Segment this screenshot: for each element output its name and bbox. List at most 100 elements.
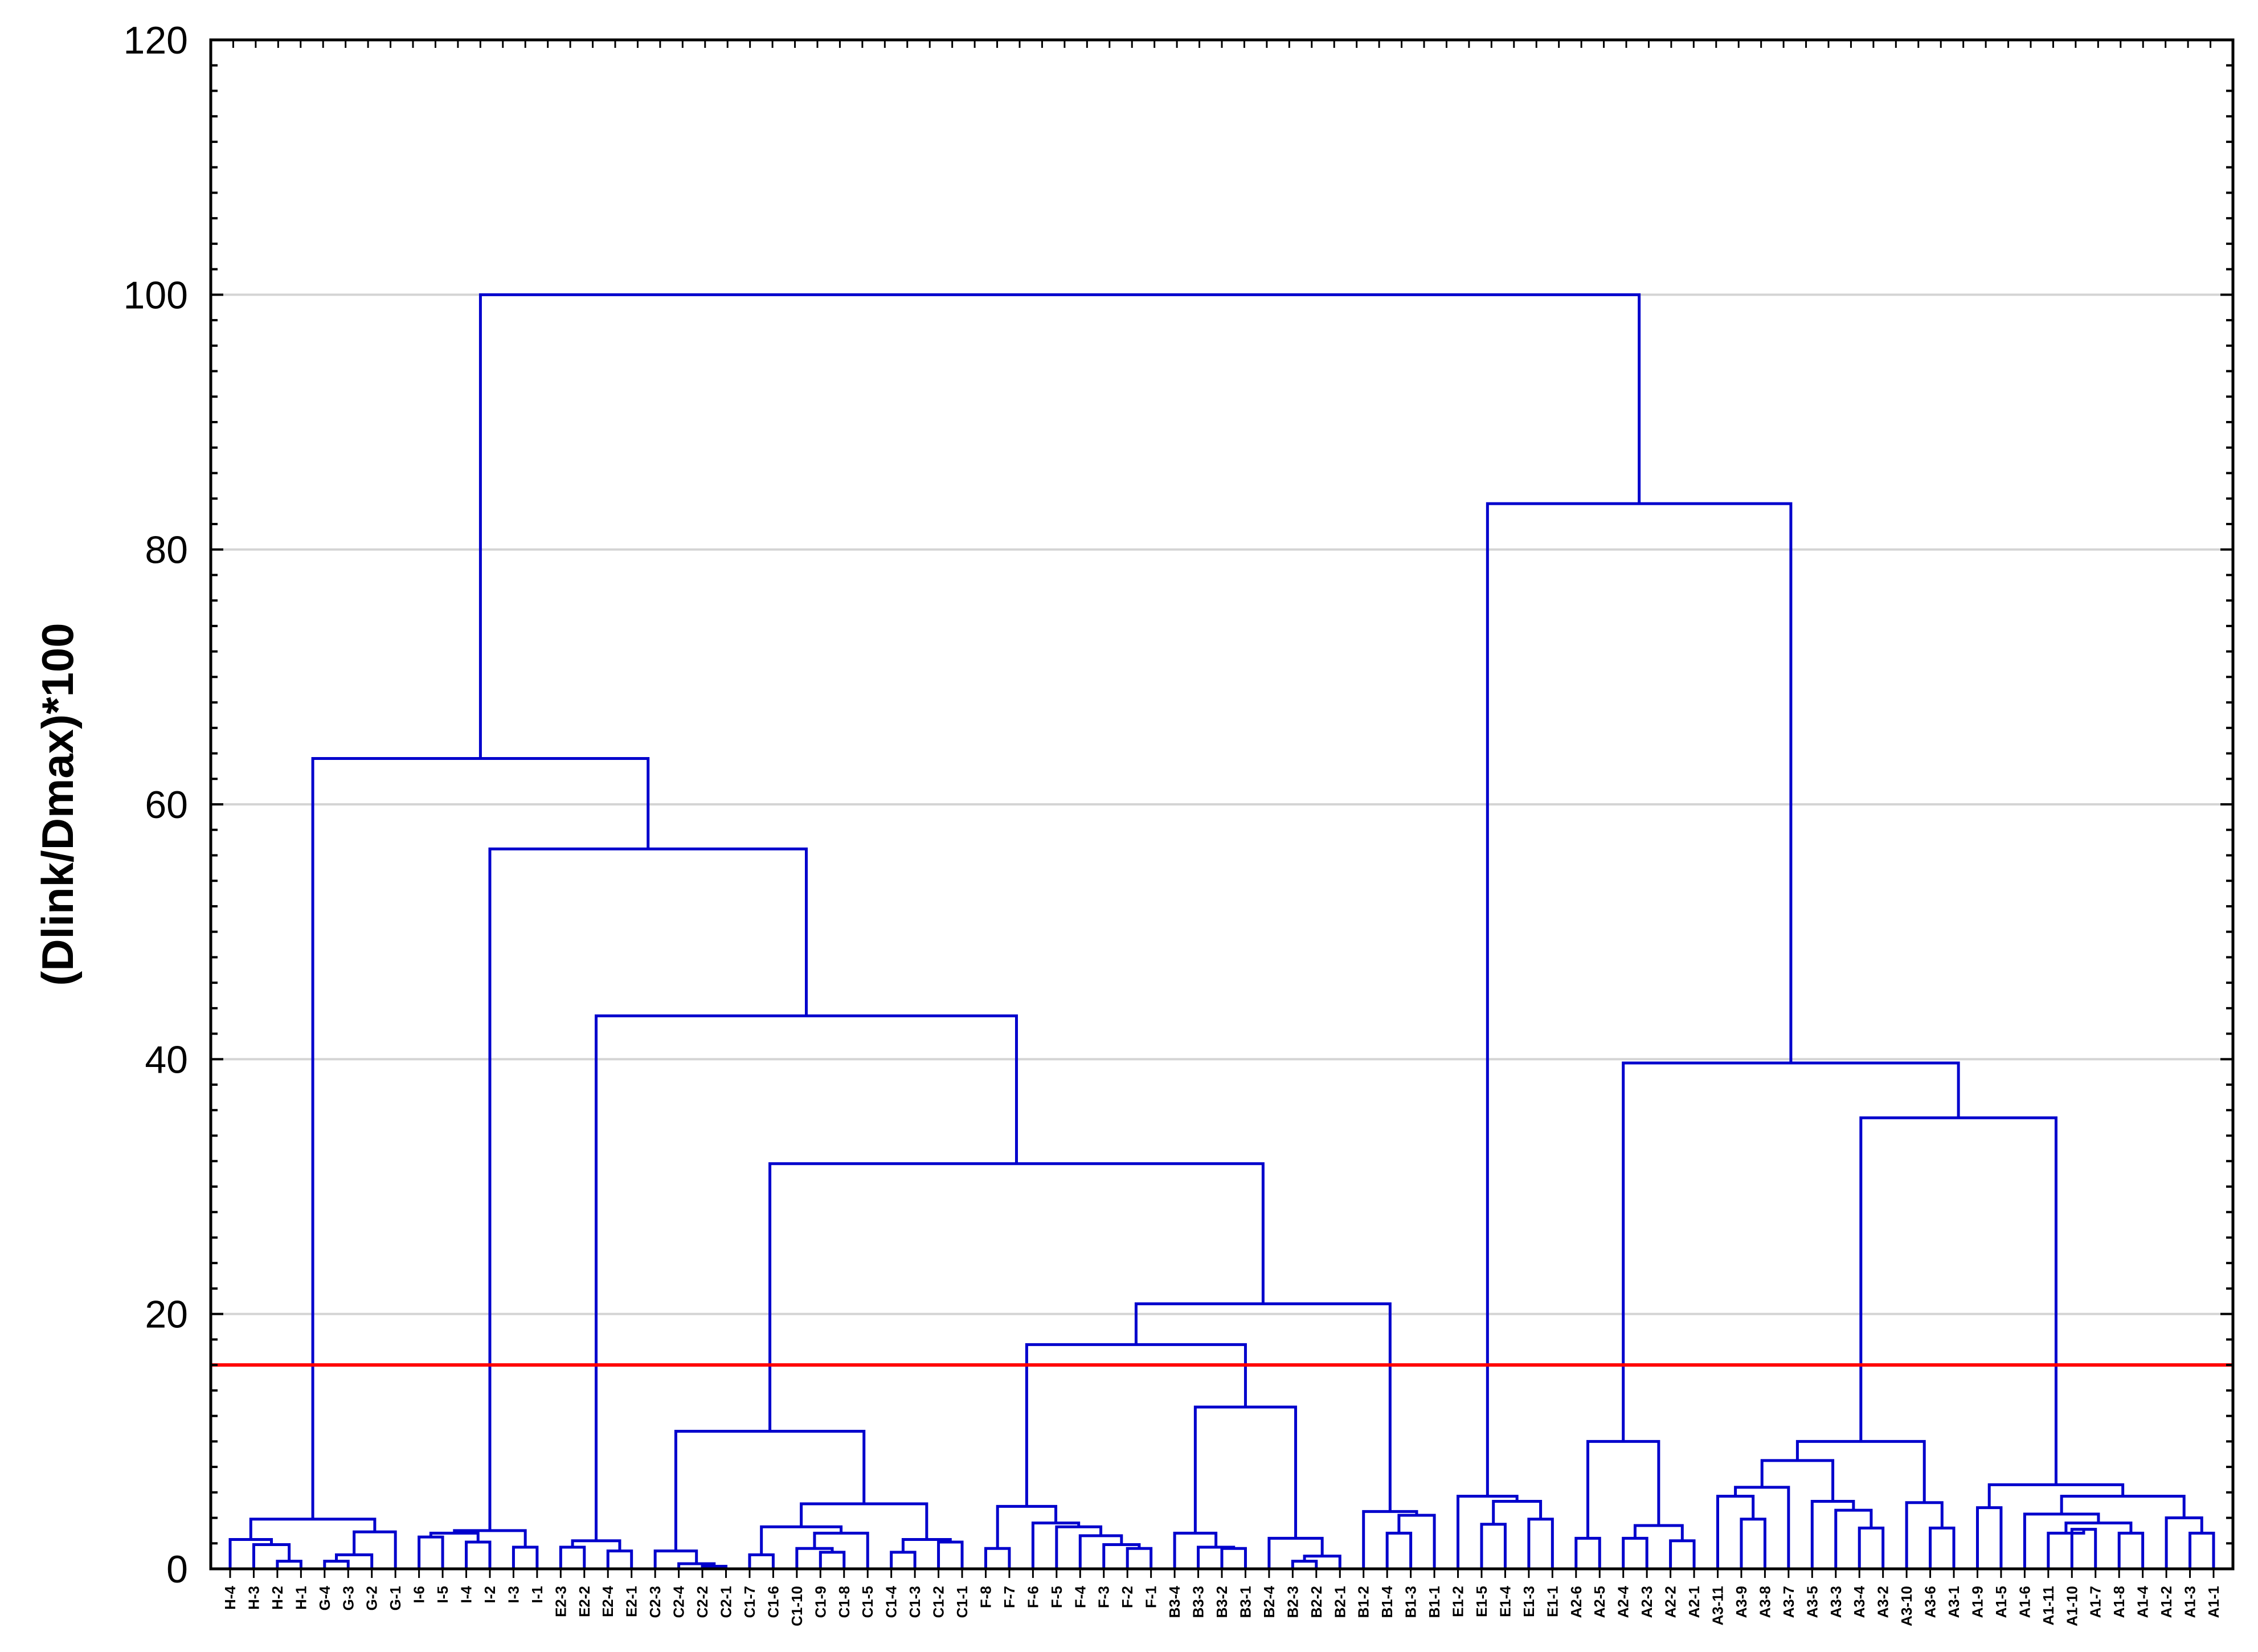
dendrogram-link <box>1480 1523 1507 1569</box>
leaf-label: A3-8 <box>1756 1586 1773 1618</box>
leaf-label: A3-11 <box>1709 1586 1727 1625</box>
leaf-label: F-1 <box>1143 1586 1160 1608</box>
leaf-label: E2-1 <box>623 1586 640 1617</box>
grid-lines <box>211 293 2233 1315</box>
leaf-label: C2-3 <box>647 1586 664 1618</box>
leaf-labels: H-4 H-3 H-2 H-1 G-4 G-3 G-2 G-1 I-6 I-5 I-4 I-2 I-3 I… <box>222 1585 2222 1626</box>
dendrogram-link <box>1905 1501 1944 1569</box>
dendrogram-link <box>1220 1547 1247 1569</box>
y-tick-label: 80 <box>145 529 188 572</box>
leaf-label: B3-2 <box>1213 1586 1230 1618</box>
dendrogram-link <box>1385 1531 1413 1569</box>
dendrogram-link <box>2047 1529 2085 1569</box>
dendrogram-link <box>465 1540 492 1569</box>
leaf-label: A3-6 <box>1922 1586 1939 1618</box>
leaf-label: A2-1 <box>1686 1586 1703 1618</box>
dendrogram-link <box>890 1551 917 1569</box>
plot-frame <box>209 38 2235 1571</box>
dendrogram-link <box>996 1504 1058 1549</box>
y-tick-labels: 0 20 40 60 80 100 120 <box>124 19 188 1591</box>
dendrogram-link <box>1486 502 1793 1496</box>
dendrogram-link <box>512 1545 539 1569</box>
dendrogram-link <box>1622 1536 1648 1569</box>
leaf-label: E2-3 <box>552 1586 569 1617</box>
y-tick-label: 40 <box>145 1038 188 1081</box>
leaf-label: F-6 <box>1024 1586 1041 1608</box>
dendrogram-link <box>252 1543 291 1569</box>
dendrogram-link <box>1574 1536 1601 1569</box>
y-axis <box>210 39 2234 1578</box>
leaf-label: H-3 <box>245 1586 262 1610</box>
dendrogram-link <box>984 1547 1011 1569</box>
leaf-label: E1-2 <box>1450 1586 1467 1617</box>
dendrogram-link <box>1362 1510 1418 1569</box>
leaf-label: B2-3 <box>1284 1586 1301 1618</box>
leaf-label: F-5 <box>1048 1586 1065 1608</box>
dendrogram-link <box>1193 1405 1298 1539</box>
leaf-label: C1-5 <box>859 1586 876 1618</box>
leaf-label: C1-7 <box>741 1586 758 1618</box>
leaf-label: H-2 <box>269 1586 286 1610</box>
leaf-label: C1-8 <box>836 1586 853 1618</box>
leaf-label: G-2 <box>363 1586 381 1610</box>
leaf-label: C2-2 <box>694 1586 711 1618</box>
dendrogram-link <box>1197 1545 1236 1569</box>
leaf-label: B2-2 <box>1308 1586 1325 1618</box>
leaf-label: A3-4 <box>1851 1585 1868 1618</box>
leaf-label: B2-1 <box>1331 1586 1348 1618</box>
leaf-label: A3-3 <box>1827 1586 1844 1618</box>
leaf-label: H-1 <box>292 1586 309 1610</box>
leaf-label: C1-3 <box>906 1586 923 1618</box>
dendrogram-link <box>1397 1514 1436 1569</box>
leaf-label: B1-2 <box>1355 1586 1372 1618</box>
dendrogram-link <box>1669 1539 1696 1569</box>
dendrogram-link <box>1173 1531 1218 1569</box>
dendrogram-link <box>819 1551 846 1569</box>
dendrogram-link <box>2117 1531 2145 1569</box>
dendrogram-link <box>1858 1526 1885 1569</box>
y-tick-label: 120 <box>124 19 188 62</box>
leaf-label: G-4 <box>316 1585 333 1610</box>
leaf-label: A2-6 <box>1568 1586 1585 1618</box>
leaf-label: A2-3 <box>1638 1586 1655 1618</box>
leaf-label: C1-2 <box>930 1586 947 1618</box>
dendrogram-link <box>1078 1534 1123 1569</box>
dendrogram-link <box>2189 1531 2215 1569</box>
dendrogram-link <box>1760 1459 1835 1502</box>
dendrogram-link <box>559 1545 586 1569</box>
leaf-label: F-2 <box>1119 1586 1136 1608</box>
leaf-label: A3-7 <box>1780 1586 1797 1618</box>
leaf-label: A3-5 <box>1803 1586 1821 1618</box>
dendrogram-link <box>760 1525 843 1555</box>
leaf-label: C1-9 <box>812 1586 829 1618</box>
leaf-label: B1-4 <box>1378 1585 1396 1618</box>
dendrogram-link <box>488 847 808 1531</box>
leaf-label: A1-7 <box>2087 1586 2104 1618</box>
dendrogram-link <box>1492 1499 1543 1524</box>
dendrogram-link <box>353 1530 397 1569</box>
dendrogram-link <box>1834 1508 1873 1569</box>
leaf-label: B1-1 <box>1426 1586 1443 1618</box>
leaf-label: B3-1 <box>1237 1586 1254 1618</box>
leaf-label: B2-4 <box>1261 1585 1278 1618</box>
leaf-label: F-8 <box>977 1586 994 1608</box>
leaf-label: C1-1 <box>954 1586 971 1618</box>
dendrogram-link <box>1622 1061 1960 1442</box>
leaf-label: E1-5 <box>1473 1586 1490 1617</box>
dendrogram-link <box>335 1553 374 1569</box>
leaf-label: C1-6 <box>764 1586 782 1618</box>
dendrogram-link <box>1025 1343 1247 1507</box>
dendrogram-link <box>1795 1440 1926 1503</box>
leaf-label: A1-5 <box>1993 1586 2010 1618</box>
dendrogram-link <box>768 1162 1265 1432</box>
leaf-label: B3-3 <box>1190 1586 1207 1618</box>
dendrogram-link <box>249 1518 377 1540</box>
leaf-label: E2-2 <box>576 1586 593 1617</box>
leaf-label: E1-4 <box>1496 1585 1513 1617</box>
dendrogram-link <box>1734 1486 1790 1569</box>
leaf-label: A1-4 <box>2134 1585 2151 1618</box>
leaf-label: A3-2 <box>1875 1586 1892 1618</box>
dendrogram-link <box>748 1553 775 1569</box>
